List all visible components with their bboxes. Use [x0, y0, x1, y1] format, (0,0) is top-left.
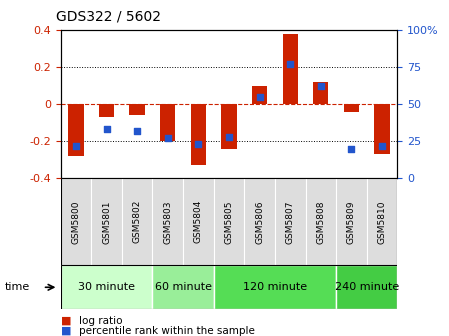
Point: [317, 84, 325, 89]
Bar: [129, 104, 145, 115]
Point: [225, 134, 233, 139]
Point: [195, 141, 202, 147]
Bar: [374, 104, 390, 154]
Point: [286, 61, 294, 67]
Bar: [153, 265, 214, 309]
Bar: [313, 82, 329, 104]
Point: [348, 146, 355, 151]
Text: GSM5800: GSM5800: [71, 200, 80, 244]
Text: log ratio: log ratio: [79, 316, 122, 326]
Text: GSM5802: GSM5802: [132, 200, 141, 244]
Point: [72, 143, 79, 148]
Bar: [99, 104, 114, 117]
Bar: [61, 265, 153, 309]
Point: [133, 128, 141, 133]
Text: GSM5809: GSM5809: [347, 200, 356, 244]
Bar: [305, 178, 336, 265]
Text: 30 minute: 30 minute: [78, 282, 135, 292]
Text: GSM5804: GSM5804: [194, 200, 203, 244]
Text: GSM5810: GSM5810: [378, 200, 387, 244]
Text: GSM5808: GSM5808: [317, 200, 326, 244]
Bar: [214, 178, 244, 265]
Bar: [252, 86, 267, 104]
Bar: [61, 178, 91, 265]
Bar: [214, 265, 336, 309]
Bar: [68, 104, 84, 156]
Bar: [367, 178, 397, 265]
Bar: [244, 178, 275, 265]
Text: ■: ■: [61, 316, 71, 326]
Text: GSM5801: GSM5801: [102, 200, 111, 244]
Bar: [282, 34, 298, 104]
Point: [379, 143, 386, 148]
Bar: [221, 104, 237, 149]
Text: 60 minute: 60 minute: [154, 282, 211, 292]
Bar: [122, 178, 153, 265]
Bar: [336, 265, 397, 309]
Bar: [336, 178, 367, 265]
Point: [103, 127, 110, 132]
Text: 240 minute: 240 minute: [335, 282, 399, 292]
Text: ■: ■: [61, 326, 71, 336]
Bar: [183, 178, 214, 265]
Bar: [153, 178, 183, 265]
Text: GDS322 / 5602: GDS322 / 5602: [56, 9, 161, 24]
Bar: [160, 104, 176, 141]
Text: time: time: [4, 282, 30, 292]
Text: GSM5806: GSM5806: [255, 200, 264, 244]
Text: 120 minute: 120 minute: [243, 282, 307, 292]
Text: GSM5807: GSM5807: [286, 200, 295, 244]
Bar: [191, 104, 206, 165]
Text: GSM5803: GSM5803: [163, 200, 172, 244]
Text: GSM5805: GSM5805: [224, 200, 233, 244]
Bar: [91, 178, 122, 265]
Text: percentile rank within the sample: percentile rank within the sample: [79, 326, 255, 336]
Bar: [344, 104, 359, 112]
Point: [256, 94, 263, 99]
Bar: [275, 178, 305, 265]
Point: [164, 135, 172, 141]
